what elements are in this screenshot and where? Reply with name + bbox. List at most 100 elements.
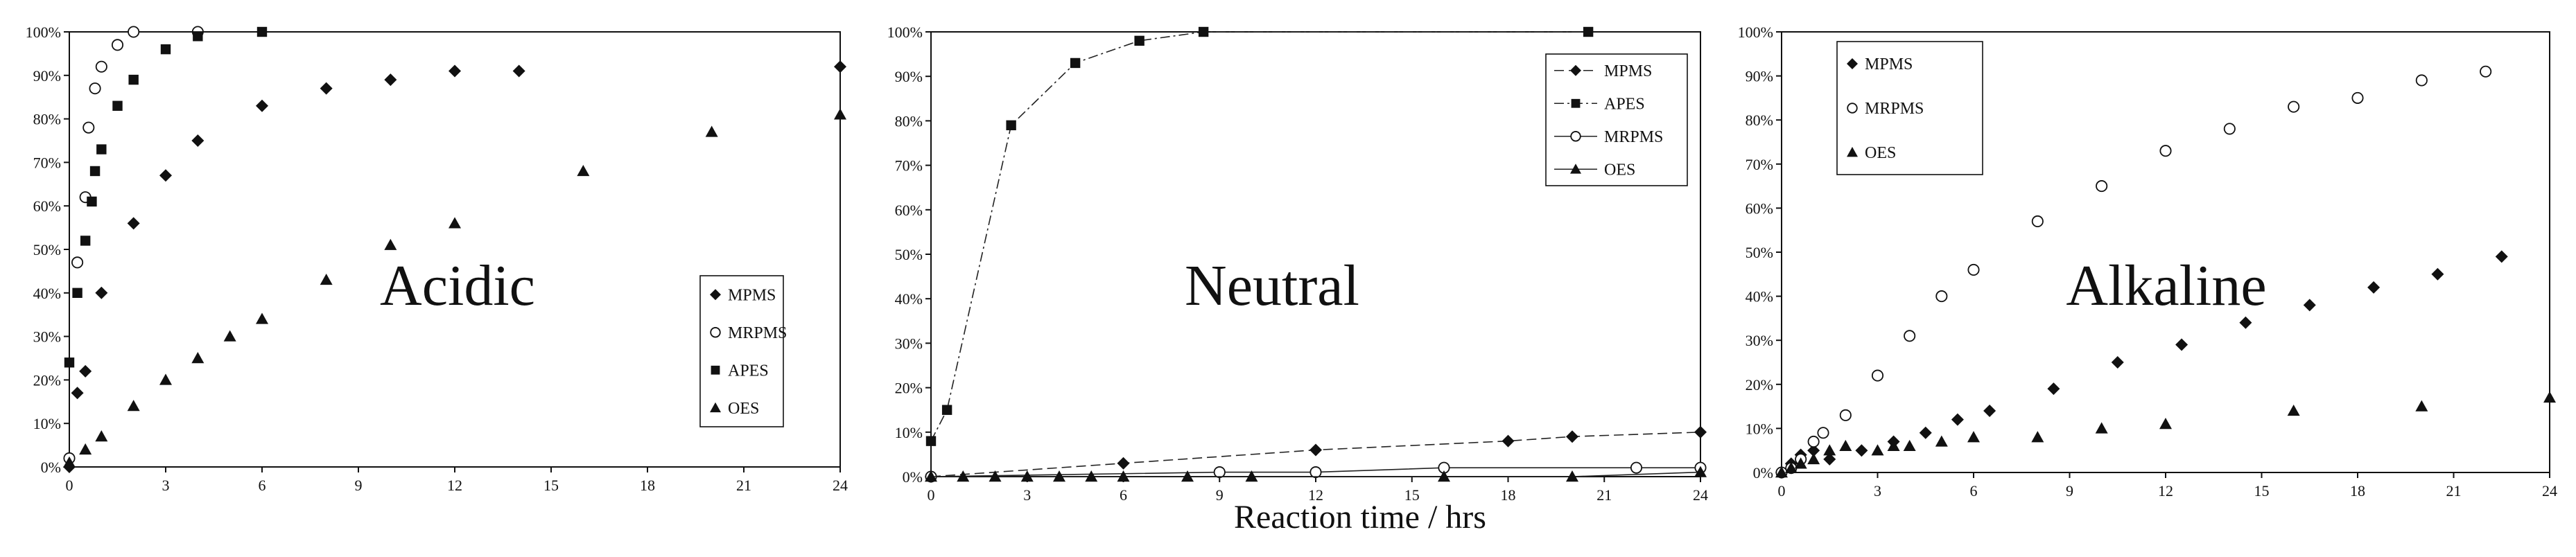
y-tick-label: 90% <box>1746 68 1773 85</box>
x-tick-label: 18 <box>1501 486 1516 504</box>
x-tick-label: 12 <box>447 477 462 494</box>
data-point-oes <box>1117 470 1130 482</box>
x-tick-label: 15 <box>2254 482 2270 499</box>
y-tick-label: 70% <box>895 157 923 175</box>
data-point-oes <box>63 456 76 468</box>
data-point-mpms <box>1951 413 1964 426</box>
y-tick-label: 40% <box>33 285 61 302</box>
y-tick-label: 0% <box>903 468 923 486</box>
data-point-oes <box>1775 466 1788 478</box>
data-point-mrpms <box>128 26 140 38</box>
data-point-apes <box>193 31 203 42</box>
data-point-apes <box>64 357 75 368</box>
data-point-apes <box>925 436 937 446</box>
legend-marker <box>711 365 720 375</box>
series-mpms <box>925 425 1707 483</box>
data-point-oes <box>1807 452 1820 465</box>
data-point-mpms <box>1502 434 1515 448</box>
y-tick-label: 80% <box>1746 112 1773 129</box>
x-tick-label: 12 <box>1308 486 1323 504</box>
data-point-oes <box>1823 444 1836 456</box>
x-tick-label: 9 <box>355 477 363 494</box>
legend-marker <box>1570 64 1581 76</box>
data-point-mpms <box>1117 457 1130 470</box>
data-point-mrpms <box>71 256 84 269</box>
data-point-oes <box>989 470 1002 482</box>
legend-box <box>1545 53 1688 186</box>
data-point-mpms <box>2175 338 2188 351</box>
y-tick-label: 80% <box>33 111 61 128</box>
data-point-mrpms <box>1309 466 1322 479</box>
data-point-oes <box>320 273 333 285</box>
data-point-oes <box>2031 431 2044 443</box>
legend-marker <box>710 327 721 338</box>
data-point-mpms <box>384 73 397 87</box>
data-point-oes <box>256 312 268 324</box>
data-point-oes <box>1871 444 1884 456</box>
x-tick-label: 12 <box>2158 482 2173 499</box>
legend-entry: OES <box>1604 161 1635 179</box>
data-point-oes <box>2159 418 2172 430</box>
series-line-oes <box>931 471 1701 477</box>
data-point-mpms <box>1855 444 1868 457</box>
data-point-mpms <box>834 60 846 73</box>
x-tick-label: 6 <box>259 477 266 494</box>
legend-entry: MPMS <box>728 286 776 304</box>
data-point-oes <box>1053 470 1065 482</box>
data-point-oes <box>957 470 970 482</box>
data-point-apes <box>128 74 139 85</box>
x-tick-label: 18 <box>640 477 655 494</box>
legend-entry: MPMS <box>1604 62 1652 80</box>
y-tick-label: 30% <box>33 328 61 346</box>
data-point-mpms <box>1823 452 1836 466</box>
data-point-oes <box>577 164 590 177</box>
x-tick-label: 6 <box>1970 482 1978 499</box>
data-point-mrpms <box>2415 74 2428 87</box>
data-point-mrpms <box>1630 461 1643 474</box>
data-point-mpms <box>2047 382 2060 396</box>
x-tick-label: 9 <box>2066 482 2073 499</box>
series-apes <box>925 26 1594 446</box>
y-tick-label: 20% <box>895 380 923 397</box>
x-tick-label: 21 <box>2446 482 2462 499</box>
legend-marker <box>1570 163 1581 174</box>
x-tick-label: 0 <box>66 477 73 494</box>
data-point-mpms <box>256 99 268 112</box>
data-point-oes <box>1181 470 1194 482</box>
alkaline-panel: 0% 10% 20% 30% 40% 50% 60% 70% 80% 90% 100% 0 3 6 9 12 1… <box>1738 24 2557 499</box>
data-point-mrpms <box>1839 409 1852 421</box>
x-axis-label: Reaction time / hrs <box>1234 499 1486 536</box>
data-point-oes <box>127 400 140 412</box>
data-point-mpms <box>159 169 172 182</box>
data-point-apes <box>256 26 268 37</box>
data-point-oes <box>1903 439 1916 452</box>
y-tick-label: 90% <box>33 67 61 85</box>
panel-label: Alkaline <box>2066 254 2266 318</box>
data-point-mrpms <box>2223 123 2236 135</box>
x-tick-label: 24 <box>833 477 848 494</box>
data-point-mrpms <box>2031 215 2044 228</box>
data-point-apes <box>89 166 101 177</box>
legend-marker <box>710 402 721 413</box>
data-point-mpms <box>2239 316 2252 329</box>
x-tick-label: 21 <box>736 477 751 494</box>
x-tick-label: 18 <box>2350 482 2365 499</box>
series-oes <box>63 108 846 468</box>
data-point-oes <box>1694 466 1707 477</box>
x-tick-label: 15 <box>543 477 559 494</box>
y-tick-label: 20% <box>1746 376 1773 394</box>
y-tick-label: 100% <box>26 24 61 41</box>
data-point-apes <box>1134 35 1145 46</box>
panel-label: Neutral <box>1185 254 1359 318</box>
y-tick-label: 10% <box>895 424 923 441</box>
x-tick-label: 24 <box>2542 482 2557 499</box>
x-tick-label: 9 <box>1216 486 1224 504</box>
legend-entry: MRPMS <box>1604 128 1663 146</box>
data-point-mpms <box>2303 299 2316 312</box>
data-point-mrpms <box>2351 91 2364 104</box>
data-point-mrpms <box>1871 369 1884 382</box>
data-point-mrpms <box>1817 427 1829 439</box>
x-tick-label: 21 <box>1596 486 1612 504</box>
series-mpms <box>1775 250 2508 479</box>
y-tick-label: 100% <box>1738 24 1773 41</box>
